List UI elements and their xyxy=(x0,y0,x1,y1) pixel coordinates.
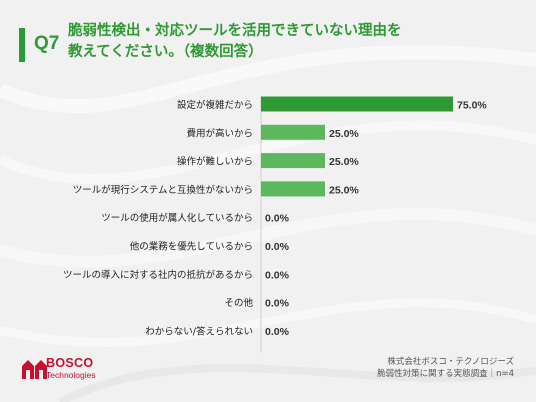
category-label: ツールの使用が属人化しているから xyxy=(101,212,253,224)
value-label: 0.0% xyxy=(265,326,290,338)
value-label: 0.0% xyxy=(265,298,290,310)
value-label: 0.0% xyxy=(265,269,290,281)
value-label: 25.0% xyxy=(329,128,359,140)
logo-icon xyxy=(22,360,47,379)
question-title: 脆弱性検出・対応ツールを活用できていない理由を 教えてください。（複数回答） xyxy=(68,21,488,63)
bosco-logo-mark xyxy=(22,360,47,379)
bar xyxy=(261,153,325,169)
category-label: ツールが現行システムと互換性がないから xyxy=(73,184,253,196)
value-label: 25.0% xyxy=(329,184,359,196)
value-label: 75.0% xyxy=(457,100,487,112)
bar xyxy=(261,124,325,140)
question-title-line-1: 脆弱性検出・対応ツールを活用できていない理由を xyxy=(68,23,402,39)
question-number: Q7 xyxy=(34,33,60,54)
category-label: その他 xyxy=(224,297,253,309)
value-label: 25.0% xyxy=(329,156,359,168)
category-label: 他の業務を優先しているから xyxy=(130,241,253,253)
source-line-1: 株式会社ボスコ・テクノロジーズ xyxy=(387,357,514,367)
logo-name: BOSCO xyxy=(46,356,94,370)
bar xyxy=(261,181,325,197)
value-label: 0.0% xyxy=(265,213,290,225)
category-label: 費用が高いから xyxy=(186,127,253,139)
category-label: わからない/答えられない xyxy=(145,325,253,337)
question-title-line-2: 教えてください。（複数回答） xyxy=(68,44,263,60)
source-line-2: 脆弱性対策に関する実態調査｜n=4 xyxy=(377,369,514,379)
logo-subtitle: Technologies xyxy=(46,370,96,380)
question-accent-bar xyxy=(19,28,25,62)
value-label: 0.0% xyxy=(265,241,290,253)
source-note: 株式会社ボスコ・テクノロジーズ 脆弱性対策に関する実態調査｜n=4 xyxy=(377,356,514,380)
category-label: 設定が複雑だから xyxy=(177,99,253,111)
bar xyxy=(261,96,453,112)
category-label: ツールの導入に対する社内の抵抗があるから xyxy=(63,269,253,281)
category-label: 操作が難しいから xyxy=(177,156,253,168)
